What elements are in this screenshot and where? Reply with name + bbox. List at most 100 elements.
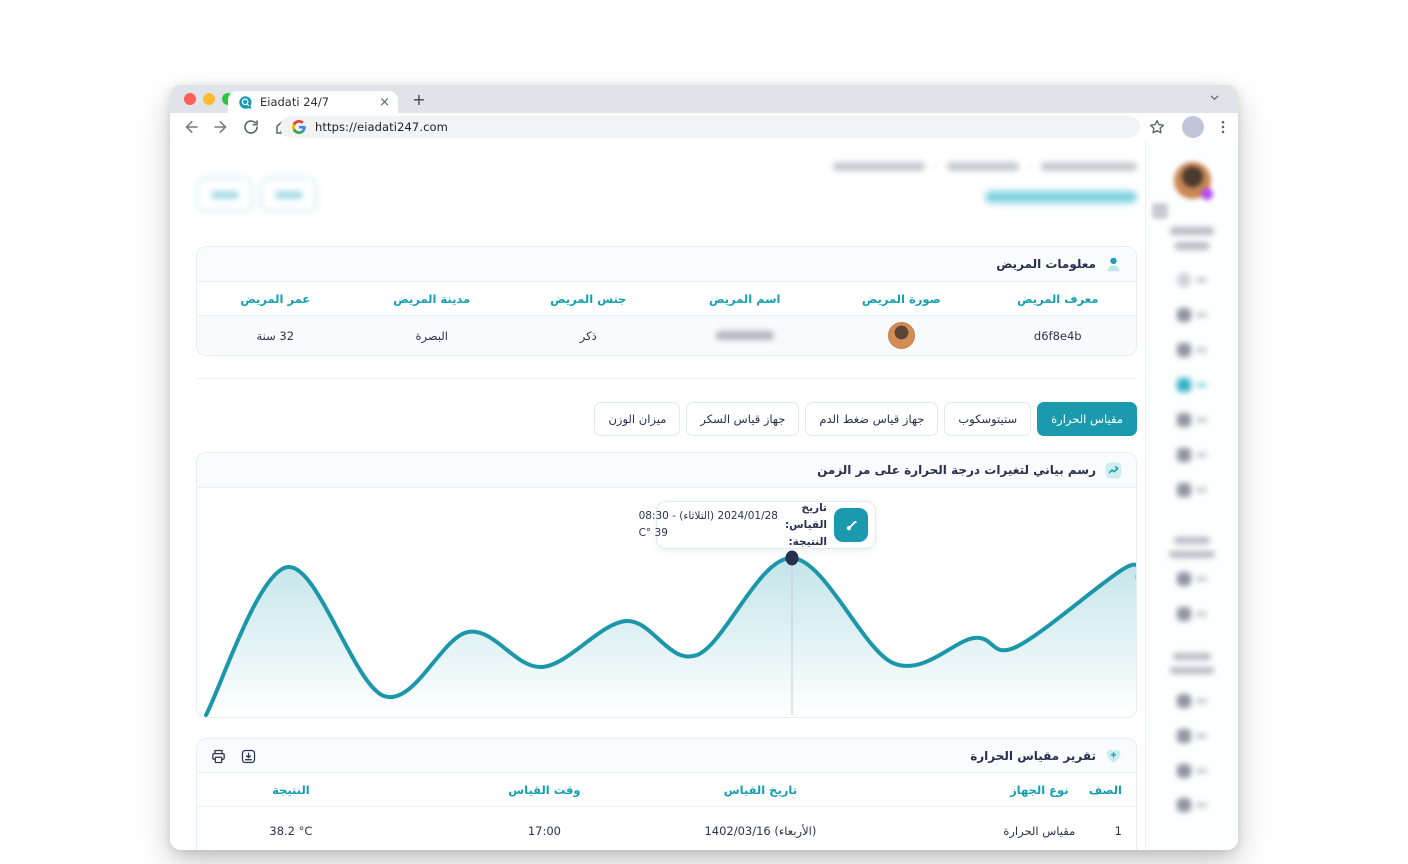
column-header: اسم المريض <box>709 291 781 306</box>
print-icon[interactable] <box>210 748 227 765</box>
sidebar-item-blurred[interactable] <box>1146 764 1238 778</box>
tab-stethoscope[interactable]: ستيتوسكوب <box>944 402 1032 436</box>
chart-area-fill <box>206 557 1136 718</box>
patient-info-header: معلومات المريض <box>197 247 1136 282</box>
column-header: معرف المريض <box>1017 291 1099 306</box>
tooltip-date-label: تاريخ القياس: <box>784 501 827 531</box>
tab-close-icon[interactable]: × <box>379 94 390 110</box>
close-window-button[interactable] <box>184 93 196 105</box>
column-header: النتيجة <box>272 782 310 797</box>
sidebar-item-blurred[interactable] <box>1146 343 1238 357</box>
tooltip-date-value: 2024/01/28 (الثلاثاء) - 08:30 <box>638 510 778 522</box>
sidebar-item-blurred[interactable] <box>1146 694 1238 708</box>
column-header: وقت القياس <box>508 782 581 797</box>
patient-photo <box>887 322 915 349</box>
forward-icon[interactable] <box>212 118 230 136</box>
patient-city: البصرة <box>415 328 448 343</box>
sidebar-item-blurred[interactable] <box>1146 729 1238 743</box>
device-type: مقياس الحرارة <box>1003 823 1076 838</box>
reload-icon[interactable] <box>242 118 260 136</box>
browser-toolbar: https://eiadati247.com <box>170 113 1238 141</box>
chart-title: رسم بياني لتغيرات درجة الحرارة على مر ال… <box>817 463 1096 477</box>
patient-gender: ذكر <box>579 328 597 343</box>
tab-title: Eiadati 24/7 <box>260 95 330 109</box>
column-header: الصف <box>1088 782 1122 797</box>
chart-header: رسم بياني لتغيرات درجة الحرارة على مر ال… <box>197 453 1136 488</box>
sidebar-item-blurred[interactable] <box>1146 798 1238 812</box>
patient-icon <box>1107 257 1120 271</box>
browser-menu-icon[interactable] <box>1214 118 1232 136</box>
app-sidebar-blurred <box>1145 141 1238 850</box>
column-header: مدينة المريض <box>393 291 471 306</box>
browser-window: Eiadati 24/7 × + https://eiadati247.com <box>170 85 1238 850</box>
report-header: تقرير مقياس الحرارة <box>197 739 1136 773</box>
header-action-buttons-blurred[interactable] <box>196 177 317 212</box>
sidebar-item-blurred[interactable] <box>1146 413 1238 427</box>
patient-info-title: معلومات المريض <box>996 257 1096 271</box>
url-bar[interactable]: https://eiadati247.com <box>280 116 1140 138</box>
medical-heart-icon <box>1106 749 1121 763</box>
sidebar-item-active-blurred[interactable] <box>1146 378 1238 392</box>
tab-thermometer[interactable]: مقياس الحرارة <box>1037 402 1137 436</box>
page-title-blurred <box>985 191 1137 203</box>
measure-result: 38.2 °C <box>269 823 313 838</box>
browser-profile-avatar[interactable] <box>1182 116 1204 138</box>
sidebar-item-blurred[interactable] <box>1146 607 1238 621</box>
column-header: نوع الجهاز <box>1010 782 1069 797</box>
bookmark-star-icon[interactable] <box>1148 118 1166 136</box>
url-text: https://eiadati247.com <box>315 120 448 134</box>
new-tab-button[interactable]: + <box>412 90 426 109</box>
report-title: تقرير مقياس الحرارة <box>970 748 1096 763</box>
column-header: صورة المريض <box>861 291 941 306</box>
chart-area[interactable]: تاريخ القياس: النتيجة: 2024/01/28 (الثلا… <box>197 488 1136 718</box>
action-button-blurred[interactable] <box>260 177 317 212</box>
thermometer-icon <box>834 508 868 542</box>
sidebar-item-blurred[interactable] <box>1146 448 1238 462</box>
patient-id: d6f8e4b <box>1033 328 1082 343</box>
page-content: ‹ ‹ معلومات المريض معرف المريض صورة المر… <box>170 141 1238 850</box>
report-table-row: 1 مقياس الحرارة 1402/03/16 (الأربعاء) 17… <box>197 807 1136 850</box>
sidebar-item-blurred[interactable] <box>1146 572 1238 586</box>
tab-weight-scale[interactable]: ميزان الوزن <box>594 402 681 436</box>
main-area: ‹ ‹ معلومات المريض معرف المريض صورة المر… <box>170 141 1145 850</box>
browser-tab[interactable]: Eiadati 24/7 × <box>228 91 398 113</box>
settings-gear-icon-blurred[interactable] <box>1152 203 1168 219</box>
sidebar-item-blurred[interactable] <box>1146 483 1238 497</box>
sidebar-item-blurred[interactable] <box>1146 273 1238 287</box>
device-tabs: مقياس الحرارة ستيتوسكوب جهاز قياس ضغط ال… <box>594 402 1137 436</box>
column-header: عمر المريض <box>240 291 311 306</box>
back-icon[interactable] <box>182 118 200 136</box>
google-icon <box>292 120 306 134</box>
temperature-chart-card: رسم بياني لتغيرات درجة الحرارة على مر ال… <box>196 452 1137 718</box>
chart-icon <box>1105 462 1122 478</box>
tab-blood-pressure[interactable]: جهاز قياس ضغط الدم <box>805 402 939 436</box>
column-header: تاريخ القياس <box>723 782 798 797</box>
column-header: جنس المريض <box>550 291 627 306</box>
patient-age: 32 سنة <box>256 328 295 343</box>
tab-search-chevron-icon[interactable] <box>1204 89 1224 109</box>
thermometer-report-card: تقرير مقياس الحرارة الص <box>196 738 1137 850</box>
user-avatar[interactable] <box>1174 162 1213 200</box>
status-badge <box>1201 188 1213 200</box>
chart-marker-dot[interactable] <box>785 550 799 566</box>
tab-glucose-meter[interactable]: جهاز قياس السكر <box>686 402 800 436</box>
action-button-blurred[interactable] <box>196 177 253 212</box>
row-index: 1 <box>1114 823 1122 838</box>
patient-name-blurred <box>715 331 774 340</box>
breadcrumb-blurred: ‹ ‹ <box>833 161 1137 172</box>
temperature-line-chart <box>204 550 1136 718</box>
chart-line <box>204 555 1136 717</box>
measure-date: 1402/03/16 (الأربعاء) <box>704 823 817 838</box>
patient-info-card: معلومات المريض معرف المريض صورة المريض ا… <box>196 246 1137 356</box>
tooltip-result-value: 39 °C <box>638 527 668 539</box>
eiadati-logo-icon <box>239 95 252 109</box>
download-icon[interactable] <box>240 748 257 765</box>
sidebar-item-blurred[interactable] <box>1146 308 1238 322</box>
browser-tabstrip: Eiadati 24/7 × + <box>170 85 1238 113</box>
patient-table-header: معرف المريض صورة المريض اسم المريض جنس ا… <box>197 282 1136 316</box>
minimize-window-button[interactable] <box>203 93 215 105</box>
tooltip-result-label: النتيجة: <box>788 535 827 548</box>
report-table-header: الصف نوع الجهاز تاريخ القياس وقت القياس … <box>197 773 1136 807</box>
measure-time: 17:00 <box>527 823 562 838</box>
chart-tooltip: تاريخ القياس: النتيجة: 2024/01/28 (الثلا… <box>639 501 876 549</box>
